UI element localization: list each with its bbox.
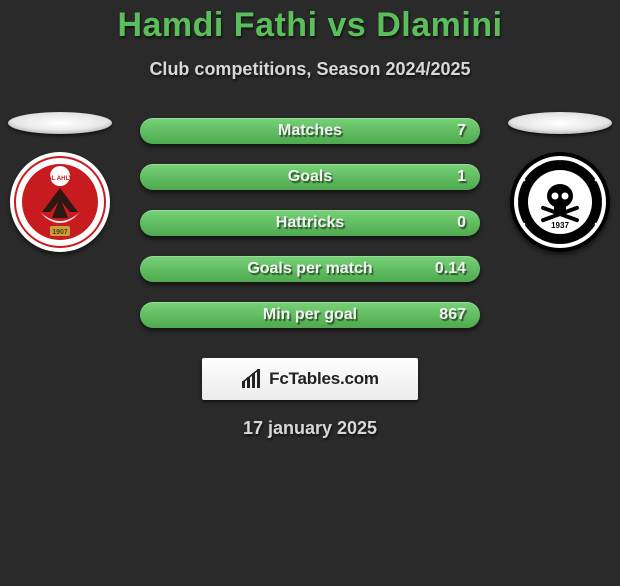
player-silhouette-placeholder <box>508 112 612 134</box>
stat-label: Min per goal <box>263 306 357 324</box>
pirates-crest-icon: 1937 <box>510 152 610 252</box>
stat-bar-min-per-goal: Min per goal 867 <box>140 302 480 328</box>
stat-bar-matches: Matches 7 <box>140 118 480 144</box>
svg-text:1937: 1937 <box>551 221 569 230</box>
brand-box: FcTables.com <box>202 358 418 400</box>
stat-value: 7 <box>457 122 466 140</box>
svg-text:AL AHLY: AL AHLY <box>47 176 72 182</box>
left-player-column: AL AHLY 1907 <box>0 112 120 252</box>
stat-bar-goals-per-match: Goals per match 0.14 <box>140 256 480 282</box>
stat-label: Goals <box>288 168 332 186</box>
stat-label: Hattricks <box>276 214 344 232</box>
stat-bar-hattricks: Hattricks 0 <box>140 210 480 236</box>
brand-label: FcTables.com <box>269 369 379 389</box>
al-ahly-crest-icon: AL AHLY 1907 <box>10 152 110 252</box>
stat-value: 867 <box>439 306 466 324</box>
stat-value: 0 <box>457 214 466 232</box>
player-silhouette-placeholder <box>8 112 112 134</box>
stat-value: 0.14 <box>435 260 466 278</box>
stat-bar-goals: Goals 1 <box>140 164 480 190</box>
footer-date: 17 january 2025 <box>0 418 620 439</box>
stat-value: 1 <box>457 168 466 186</box>
svg-text:1907: 1907 <box>52 229 68 236</box>
content-area: AL AHLY 1907 <box>0 118 620 439</box>
stat-bar-list: Matches 7 Goals 1 Hattricks 0 Goals per … <box>140 118 480 328</box>
page-title: Hamdi Fathi vs Dlamini <box>0 6 620 45</box>
stat-label: Matches <box>278 122 342 140</box>
right-player-column: 1937 <box>500 112 620 252</box>
stat-label: Goals per match <box>247 260 372 278</box>
bar-chart-icon <box>241 369 263 389</box>
page-subtitle: Club competitions, Season 2024/2025 <box>0 59 620 80</box>
